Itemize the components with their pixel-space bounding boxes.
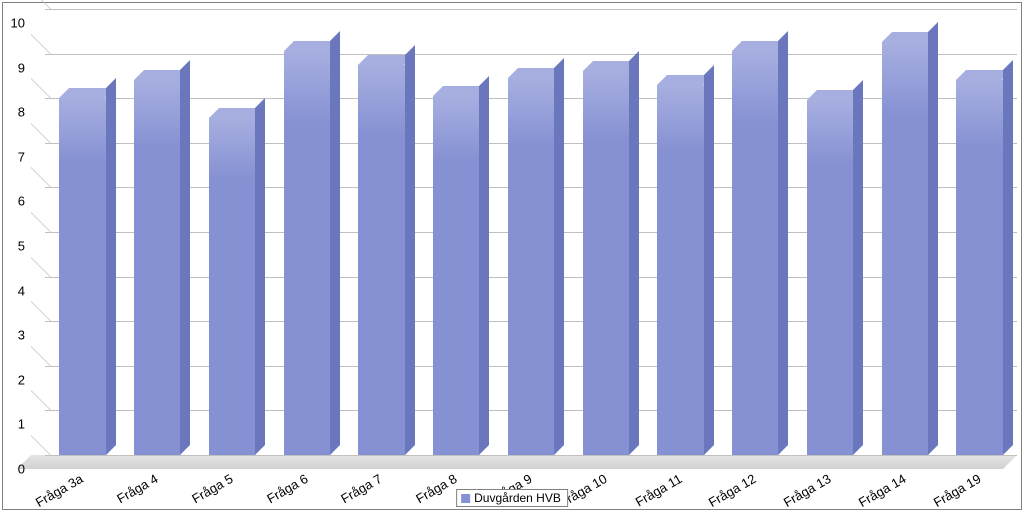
bar-front	[433, 96, 479, 455]
bar	[508, 78, 554, 455]
chart-frame: 012345678910 Fråga 3aFråga 4Fråga 5Fråga…	[2, 2, 1022, 510]
bar	[657, 85, 703, 455]
bar-side	[106, 78, 116, 455]
x-tick-label: Fråga 8	[400, 471, 459, 514]
bar-side	[554, 58, 564, 455]
legend-label: Duvgården HVB	[474, 491, 561, 505]
bar-front	[284, 51, 330, 455]
y-tick-label: 6	[1, 194, 25, 209]
y-tick-label: 8	[1, 105, 25, 120]
legend: Duvgården HVB	[456, 489, 568, 507]
x-tick-label: Fråga 13	[774, 471, 833, 514]
x-tick-label: Fråga 11	[625, 471, 684, 514]
bar	[358, 65, 404, 455]
bar-front	[583, 71, 629, 455]
bar-front	[657, 85, 703, 455]
bar-front	[882, 42, 928, 455]
bar-front	[956, 80, 1002, 455]
bar-side	[704, 65, 714, 455]
x-tick-label: Fråga 12	[699, 471, 758, 514]
x-tick-label: Fråga 6	[251, 471, 310, 514]
y-tick-label: 9	[1, 60, 25, 75]
bar-side	[629, 51, 639, 455]
x-tick-label: Fråga 19	[924, 471, 983, 514]
bar-front	[134, 80, 180, 455]
bar	[882, 42, 928, 455]
bars-container	[45, 9, 1017, 455]
bar-side	[778, 31, 788, 455]
plot-area	[31, 9, 1017, 469]
bar-side	[1003, 60, 1013, 455]
bar-front	[807, 100, 853, 455]
bar-side	[928, 22, 938, 455]
y-tick-label: 4	[1, 283, 25, 298]
bar-side	[405, 45, 415, 455]
bar	[732, 51, 778, 455]
bar-front	[59, 98, 105, 455]
y-tick-label: 1	[1, 417, 25, 432]
bar	[583, 71, 629, 455]
bar-side	[180, 60, 190, 455]
gridline	[45, 455, 1017, 456]
chart-floor	[17, 455, 1017, 469]
bar	[956, 80, 1002, 455]
bar-side	[330, 31, 340, 455]
bar-side	[853, 80, 863, 455]
x-tick-label: Fråga 4	[101, 471, 160, 514]
bar-side	[255, 98, 265, 455]
y-tick-label: 3	[1, 328, 25, 343]
bar	[284, 51, 330, 455]
bar-front	[732, 51, 778, 455]
bar	[807, 100, 853, 455]
bar-front	[209, 118, 255, 455]
x-tick-label: Fråga 7	[325, 471, 384, 514]
y-tick-label: 5	[1, 239, 25, 254]
y-tick-label: 10	[1, 16, 25, 31]
bar	[134, 80, 180, 455]
y-tick-label: 0	[1, 462, 25, 477]
bar	[433, 96, 479, 455]
bar	[209, 118, 255, 455]
bar-front	[508, 78, 554, 455]
y-tick-label: 2	[1, 372, 25, 387]
bar-front	[358, 65, 404, 455]
bar	[59, 98, 105, 455]
bar-side	[479, 76, 489, 455]
x-tick-label: Fråga 14	[849, 471, 908, 514]
y-tick-label: 7	[1, 149, 25, 164]
x-tick-label: Fråga 5	[176, 471, 235, 514]
legend-swatch	[461, 494, 470, 503]
x-tick-label: Fråga 3a	[26, 471, 85, 514]
